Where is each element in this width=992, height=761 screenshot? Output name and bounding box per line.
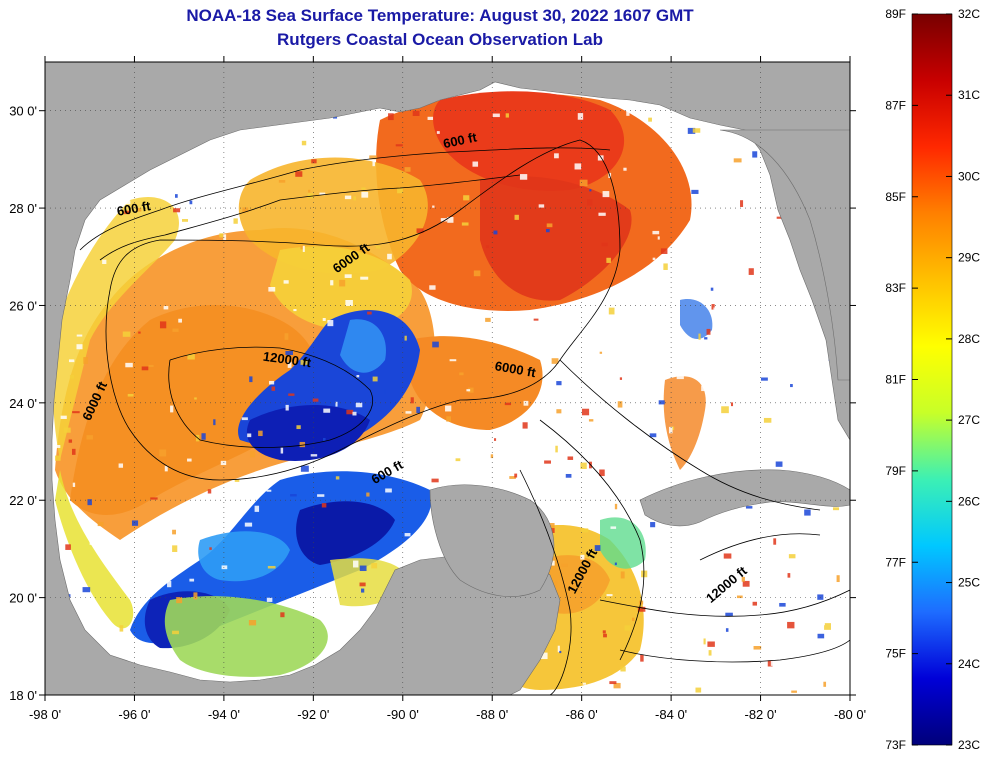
colorbar-f-label: 85F [885,190,906,204]
lon-tick-label: -86 0' [566,707,598,722]
colorbar-f-label: 81F [885,373,906,387]
colorbar-f-label: 87F [885,98,906,112]
lat-tick-label: 28 0' [9,201,37,216]
colorbar-f-label: 83F [885,281,906,295]
lat-lon-grid [45,62,850,695]
contour-label: 12000 ft [262,349,313,371]
colorbar-c-label: 23C [958,738,980,752]
colorbar-f-label: 75F [885,647,906,661]
lon-tick-label: -98 0' [29,707,61,722]
colorbar [911,13,953,746]
contour-label: 600 ft [442,129,479,151]
map-title: NOAA-18 Sea Surface Temperature: August … [186,6,694,25]
lat-tick-label: 18 0' [9,688,37,703]
lat-tick-label: 20 0' [9,591,37,606]
lat-tick-label: 24 0' [9,396,37,411]
map-frame [44,61,851,696]
colorbar-c-label: 32C [958,7,980,21]
contour-label: 600 ft [116,198,153,219]
colorbar-c-label: 26C [958,494,980,508]
colorbar-c-label: 30C [958,169,980,183]
lat-tick-label: 30 0' [9,104,37,119]
land [45,62,850,695]
colorbar-f-label: 77F [885,555,906,569]
colorbar-c-label: 25C [958,576,980,590]
lon-tick-label: -80 0' [834,707,866,722]
lon-tick-label: -90 0' [387,707,419,722]
bathymetry-contours [79,139,850,695]
colorbar-c-label: 24C [958,657,980,671]
colorbar-c-label: 27C [958,413,980,427]
contour-label: 6000 ft [494,358,538,380]
colorbar-c-label: 31C [958,88,980,102]
lon-tick-label: -94 0' [208,707,240,722]
lon-tick-label: -82 0' [744,707,776,722]
colorbar-c-label: 29C [958,251,980,265]
colorbar-f-label: 89F [885,7,906,21]
lat-tick-label: 26 0' [9,298,37,313]
lon-tick-label: -92 0' [297,707,329,722]
lon-tick-label: -96 0' [118,707,150,722]
colorbar-f-label: 79F [885,464,906,478]
lat-tick-label: 22 0' [9,493,37,508]
map-subtitle: Rutgers Coastal Ocean Observation Lab [277,30,603,49]
colorbar-f-label: 73F [885,738,906,752]
colorbar-c-label: 28C [958,332,980,346]
lon-tick-label: -88 0' [476,707,508,722]
lon-tick-label: -84 0' [655,707,687,722]
